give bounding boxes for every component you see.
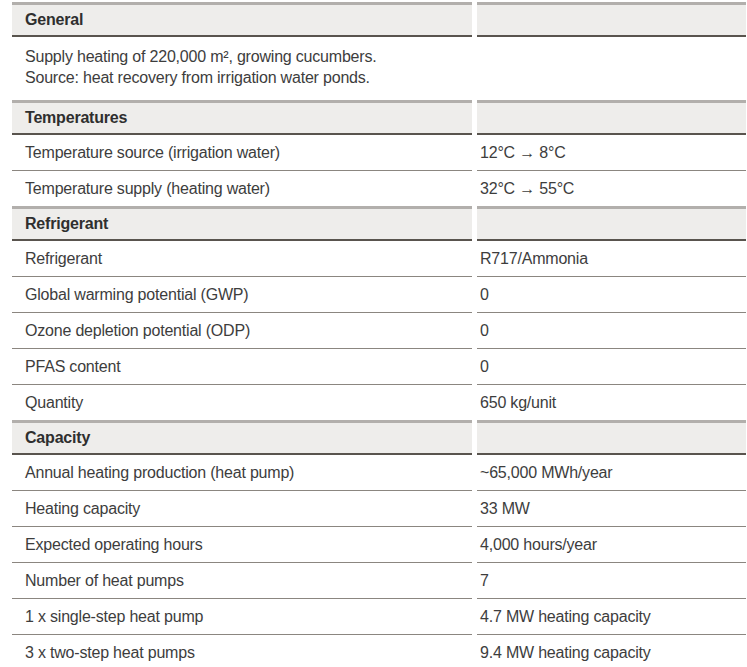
table-row: Temperature supply (heating water) 32°C … xyxy=(12,171,746,206)
row-label: Temperature source (irrigation water) xyxy=(12,135,472,171)
section-title: Temperatures xyxy=(12,100,472,135)
row-value: 4.7 MW heating capacity xyxy=(477,599,746,635)
table-row: Annual heating production (heat pump) ~6… xyxy=(12,455,746,491)
row-label: 3 x two-step heat pumps xyxy=(12,635,472,667)
table-row: Refrigerant R717/Ammonia xyxy=(12,241,746,277)
table-row: Temperature source (irrigation water) 12… xyxy=(12,135,746,171)
row-label: Refrigerant xyxy=(12,241,472,277)
row-value: 12°C → 8°C xyxy=(477,135,746,171)
table-row: Global warming potential (GWP) 0 xyxy=(12,277,746,313)
row-value: 33 MW xyxy=(477,491,746,527)
table-row: Ozone depletion potential (ODP) 0 xyxy=(12,313,746,349)
general-description-filler xyxy=(477,37,746,100)
row-label: Quantity xyxy=(12,385,472,420)
section-header-filler xyxy=(477,420,746,455)
table-row: Expected operating hours 4,000 hours/yea… xyxy=(12,527,746,563)
row-label: Expected operating hours xyxy=(12,527,472,563)
general-description-line-2: Source: heat recovery from irrigation wa… xyxy=(25,67,472,88)
row-value: 650 kg/unit xyxy=(477,385,746,420)
row-value: R717/Ammonia xyxy=(477,241,746,277)
table-row: PFAS content 0 xyxy=(12,349,746,385)
row-value: 7 xyxy=(477,563,746,599)
table-row: Number of heat pumps 7 xyxy=(12,563,746,599)
section-header-refrigerant: Refrigerant xyxy=(12,206,746,241)
row-label: Heating capacity xyxy=(12,491,472,527)
row-label: Global warming potential (GWP) xyxy=(12,277,472,313)
table-row: 1 x single-step heat pump 4.7 MW heating… xyxy=(12,599,746,635)
row-value: 0 xyxy=(477,313,746,349)
section-header-filler xyxy=(477,2,746,37)
section-header-temperatures: Temperatures xyxy=(12,100,746,135)
row-label: Number of heat pumps xyxy=(12,563,472,599)
row-label: Annual heating production (heat pump) xyxy=(12,455,472,491)
section-title: General xyxy=(12,2,472,37)
row-value: 32°C → 55°C xyxy=(477,171,746,206)
section-title: Capacity xyxy=(12,420,472,455)
row-value: 0 xyxy=(477,277,746,313)
row-label: Ozone depletion potential (ODP) xyxy=(12,313,472,349)
spec-table: General Supply heating of 220,000 m², gr… xyxy=(12,2,746,667)
row-value: 0 xyxy=(477,349,746,385)
row-value: 9.4 MW heating capacity xyxy=(477,635,746,667)
row-label: PFAS content xyxy=(12,349,472,385)
table-row: Quantity 650 kg/unit xyxy=(12,385,746,420)
section-title: Refrigerant xyxy=(12,206,472,241)
row-value: 4,000 hours/year xyxy=(477,527,746,563)
general-description: Supply heating of 220,000 m², growing cu… xyxy=(12,37,472,100)
row-label: 1 x single-step heat pump xyxy=(12,599,472,635)
section-header-general: General xyxy=(12,2,746,37)
section-header-filler xyxy=(477,206,746,241)
table-row: Heating capacity 33 MW xyxy=(12,491,746,527)
section-header-filler xyxy=(477,100,746,135)
table-row: 3 x two-step heat pumps 9.4 MW heating c… xyxy=(12,635,746,667)
section-header-capacity: Capacity xyxy=(12,420,746,455)
row-value: ~65,000 MWh/year xyxy=(477,455,746,491)
general-description-line-1: Supply heating of 220,000 m², growing cu… xyxy=(25,46,472,67)
general-description-row: Supply heating of 220,000 m², growing cu… xyxy=(12,37,746,100)
row-label: Temperature supply (heating water) xyxy=(12,171,472,206)
